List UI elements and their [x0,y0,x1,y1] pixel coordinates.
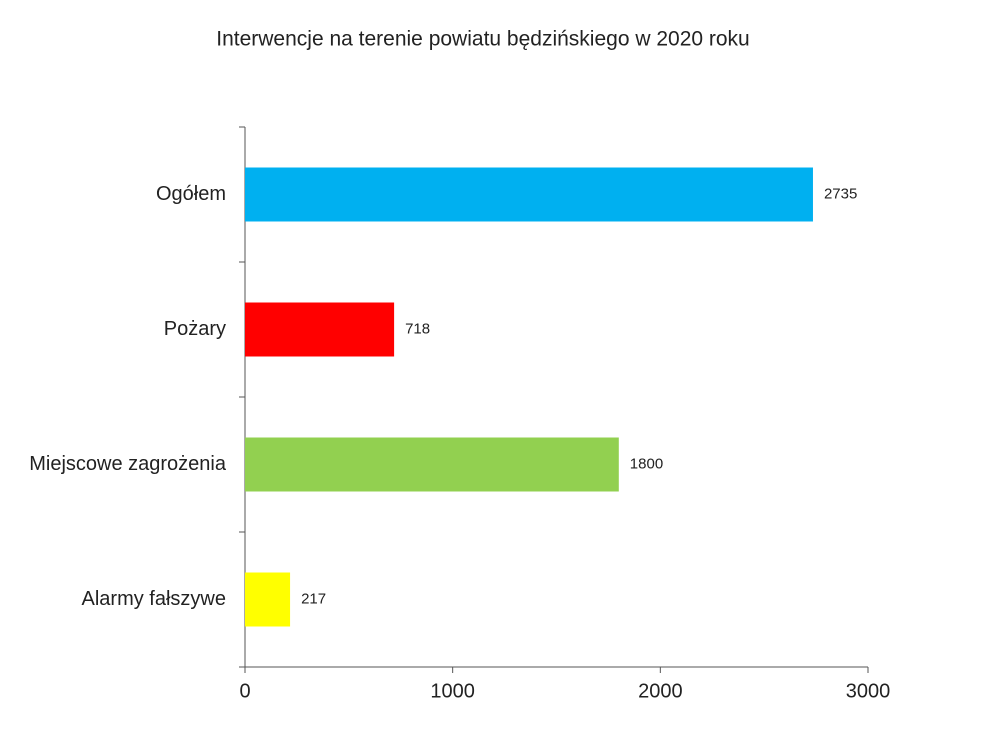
y-tick-label: Ogółem [156,183,226,205]
data-label: 1800 [630,455,663,472]
bar [245,302,395,357]
chart-title: Interwencje na terenie powiatu będziński… [216,28,750,51]
x-tick-label: 1000 [430,680,475,702]
x-tick-label: 0 [239,680,250,702]
data-label: 718 [405,320,430,337]
bar [245,167,813,222]
data-label: 217 [301,590,326,607]
bar [245,572,291,627]
y-tick-label: Miejscowe zagrożenia [29,453,227,475]
x-tick-label: 2000 [638,680,683,702]
data-label: 2735 [824,185,857,202]
y-tick-label: Pożary [164,318,226,340]
x-tick-label: 3000 [846,680,891,702]
bar [245,437,619,492]
y-tick-label: Alarmy fałszywe [82,588,226,610]
